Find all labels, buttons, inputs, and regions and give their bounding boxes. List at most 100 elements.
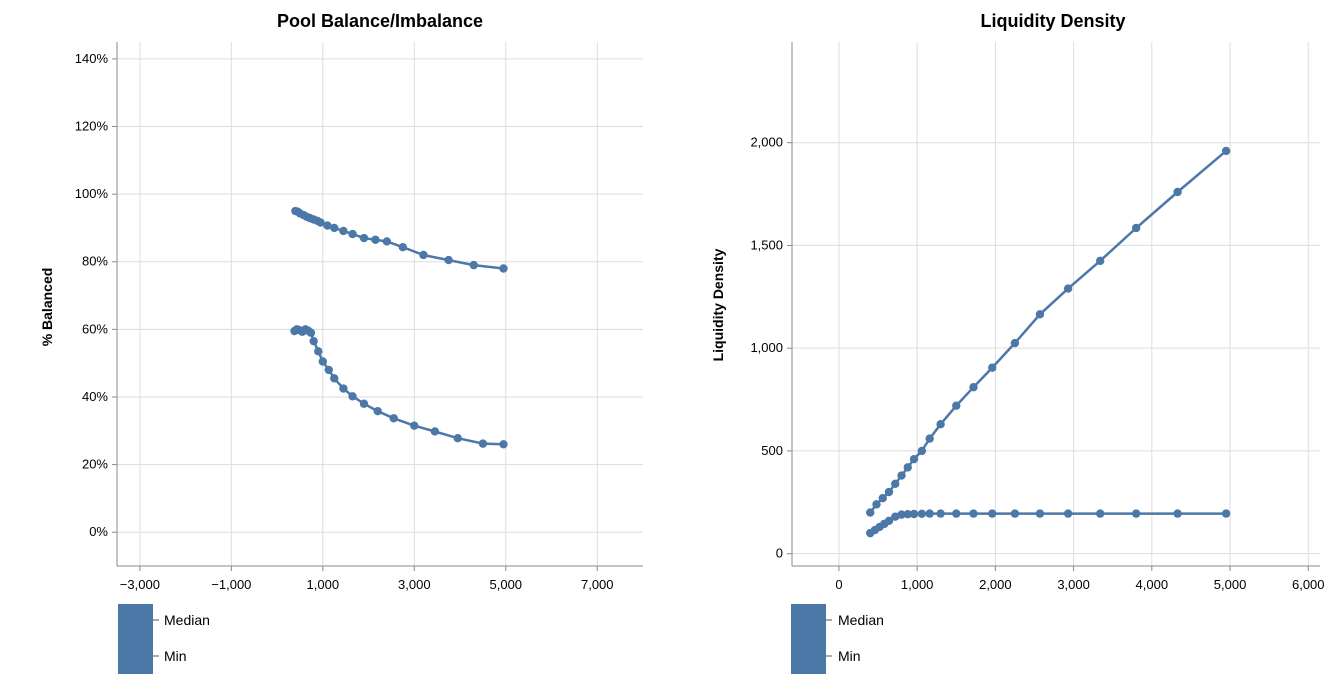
data-point xyxy=(330,374,339,383)
x-tick-label: 5,000 xyxy=(1214,577,1247,592)
y-tick-label: 20% xyxy=(82,457,108,472)
chart-pool-balance: Pool Balance/Imbalance % Balanced −3,000… xyxy=(39,11,643,674)
data-point xyxy=(872,500,881,509)
legend-label-min: Min xyxy=(838,648,861,664)
axes: −3,000 −1,000 1,000 3,000 5,000 7,000 0% 20% 40%… xyxy=(75,42,643,592)
data-point xyxy=(988,509,997,518)
legend-label-min: Min xyxy=(164,648,187,664)
data-point xyxy=(917,446,927,456)
x-tick-label: 3,000 xyxy=(1057,577,1090,592)
data-point xyxy=(373,406,382,416)
legend: Median Min xyxy=(118,604,210,674)
data-point xyxy=(348,229,357,239)
grid-lines xyxy=(117,42,643,566)
data-point xyxy=(969,509,978,518)
x-tick-label: −3,000 xyxy=(120,577,160,592)
data-point xyxy=(878,493,887,503)
data-point xyxy=(1010,338,1020,348)
data-point xyxy=(419,250,428,260)
x-tick-label: 6,000 xyxy=(1292,577,1325,592)
x-tick-label: 1,000 xyxy=(307,577,340,592)
data-point xyxy=(1173,187,1182,197)
x-tick-label: 2,000 xyxy=(979,577,1012,592)
data-point xyxy=(478,439,488,448)
data-point xyxy=(469,260,478,270)
x-tick-label: 0 xyxy=(835,577,842,592)
data-point xyxy=(1221,146,1231,156)
chart-title: Pool Balance/Imbalance xyxy=(277,11,483,31)
data-point xyxy=(430,427,440,436)
y-axis-label: % Balanced xyxy=(39,268,55,347)
data-point xyxy=(925,509,934,518)
y-tick-label: 0% xyxy=(89,524,108,539)
legend: Median Min xyxy=(791,604,884,674)
data-point xyxy=(389,414,398,423)
series-line xyxy=(293,327,504,446)
data-point xyxy=(499,264,508,273)
y-tick-label: 1,500 xyxy=(750,237,783,252)
series-line xyxy=(295,209,504,270)
data-point xyxy=(348,392,357,401)
data-point xyxy=(897,471,906,480)
legend-label-median: Median xyxy=(838,612,884,628)
data-point xyxy=(359,399,369,408)
data-point xyxy=(1010,509,1020,518)
data-point xyxy=(909,454,919,464)
data-point xyxy=(884,516,894,525)
data-point xyxy=(398,243,408,252)
y-tick-label: 40% xyxy=(82,389,108,404)
data-point xyxy=(1131,223,1141,233)
data-point xyxy=(410,421,419,430)
data-point xyxy=(1131,509,1141,518)
data-point xyxy=(309,336,318,346)
data-point xyxy=(936,509,945,518)
y-tick-label: 100% xyxy=(75,186,109,201)
y-tick-label: 500 xyxy=(761,443,783,458)
axes: 0 1,000 2,000 3,000 4,000 5,000 6,000 0 500 1,000… xyxy=(750,42,1325,592)
data-point xyxy=(903,510,912,519)
data-point xyxy=(314,347,323,356)
y-tick-label: 60% xyxy=(82,321,108,336)
data-point xyxy=(1221,509,1231,518)
data-point xyxy=(903,463,912,472)
series-line xyxy=(869,149,1227,514)
y-axis-label: Liquidity Density xyxy=(710,248,726,361)
y-tick-label: 1,000 xyxy=(750,340,783,355)
data-point xyxy=(323,221,332,230)
data-point xyxy=(318,357,328,366)
data-point xyxy=(891,479,900,489)
data-point xyxy=(499,440,508,449)
data-point xyxy=(324,365,333,375)
x-tick-label: −1,000 xyxy=(211,577,251,592)
data-point xyxy=(453,434,462,443)
x-tick-label: 1,000 xyxy=(901,577,934,592)
x-tick-label: 4,000 xyxy=(1136,577,1169,592)
series-group xyxy=(290,206,508,449)
data-point xyxy=(866,508,875,517)
data-point xyxy=(1063,284,1073,293)
data-point xyxy=(936,420,945,429)
x-tick-label: 5,000 xyxy=(490,577,523,592)
grid-lines xyxy=(792,42,1320,566)
legend-label-median: Median xyxy=(164,612,210,628)
data-point xyxy=(339,384,348,393)
y-tick-label: 140% xyxy=(75,51,109,66)
y-tick-label: 2,000 xyxy=(750,135,783,150)
data-point xyxy=(952,401,961,410)
data-point xyxy=(330,223,339,233)
y-tick-label: 120% xyxy=(75,119,109,134)
data-point xyxy=(1035,310,1045,319)
data-point xyxy=(952,509,961,518)
data-point xyxy=(1095,256,1105,266)
x-tick-label: 7,000 xyxy=(581,577,614,592)
data-point xyxy=(897,510,906,519)
data-point xyxy=(1173,509,1182,518)
data-point xyxy=(371,235,380,244)
y-tick-label: 0 xyxy=(776,546,783,561)
y-tick-label: 80% xyxy=(82,254,108,269)
data-point xyxy=(306,328,316,337)
data-point xyxy=(359,233,369,243)
data-point xyxy=(909,509,919,519)
data-point xyxy=(316,218,325,227)
